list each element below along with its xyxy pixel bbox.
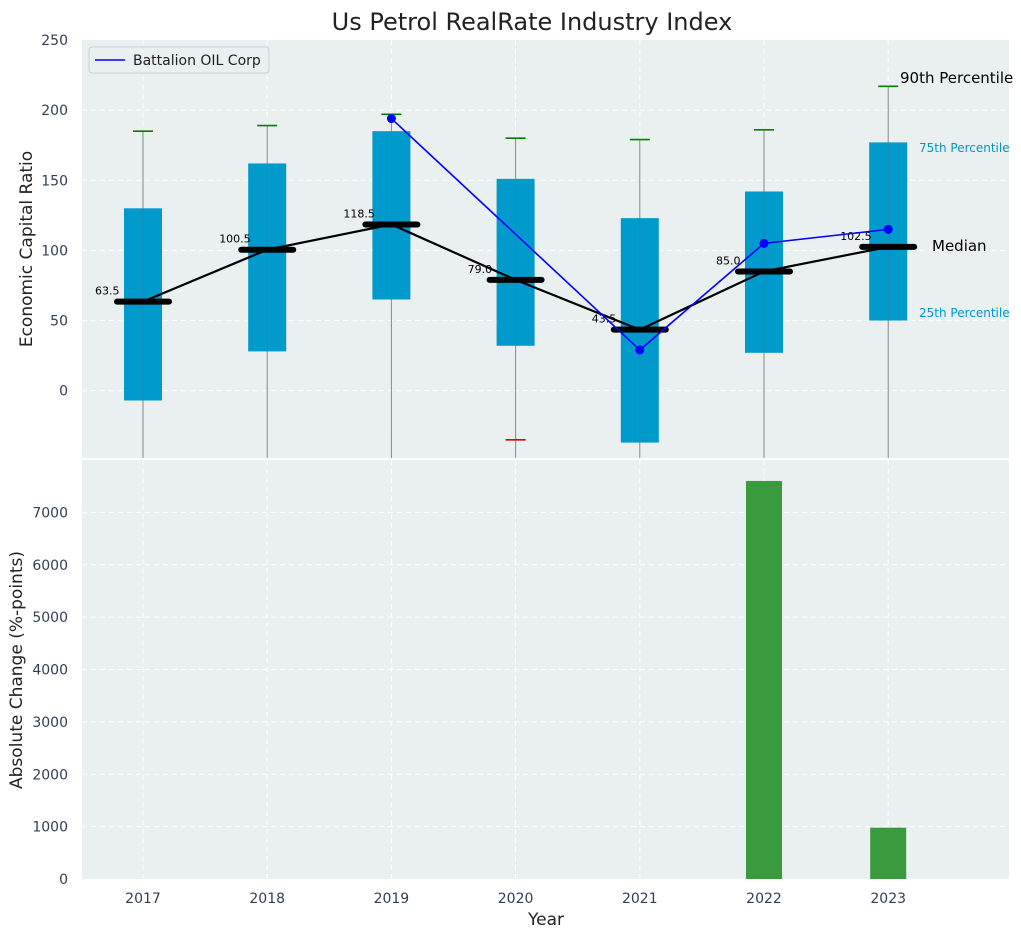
x-tick-2022: 2022 <box>746 891 782 907</box>
bottom-y-axis-label: Absolute Change (%-points) <box>7 551 27 789</box>
bottom-y-tick-labels: 0 1000 2000 3000 4000 5000 6000 7000 <box>32 505 68 888</box>
battalion-point-2019 <box>386 114 396 124</box>
median-label-2017: 63.5 <box>95 285 120 298</box>
bottom-y-tick-2000: 2000 <box>32 767 68 783</box>
change-bar-2022 <box>746 480 782 879</box>
median-label-2019: 118.5 <box>343 207 375 220</box>
annotation-25th-percentile: 25th Percentile <box>919 306 1010 320</box>
x-axis-label: Year <box>527 910 564 930</box>
x-tick-2017: 2017 <box>125 891 161 907</box>
x-tick-labels: 2017 2018 2019 2020 2021 2022 2023 <box>125 891 906 907</box>
bottom-y-tick-7000: 7000 <box>32 505 68 521</box>
top-y-tick-200: 200 <box>41 103 68 119</box>
median-label-2022: 85.0 <box>716 254 741 267</box>
median-label-2018: 100.5 <box>219 233 251 246</box>
change-bars <box>746 480 907 879</box>
bottom-y-tick-6000: 6000 <box>32 558 68 574</box>
annotation-90th-percentile: 90th Percentile <box>900 69 1013 87</box>
x-tick-2019: 2019 <box>374 891 410 907</box>
top-y-tick-50: 50 <box>50 314 68 330</box>
top-y-tick-0: 0 <box>59 384 68 400</box>
battalion-point-2021 <box>635 345 645 355</box>
top-y-tick-labels: 0 50 100 150 200 250 <box>41 33 68 400</box>
battalion-line <box>390 117 889 352</box>
bottom-y-tick-3000: 3000 <box>32 715 68 731</box>
x-tick-2018: 2018 <box>249 891 285 907</box>
top-y-tick-250: 250 <box>41 33 68 49</box>
annotation-median: Median <box>932 237 987 255</box>
bottom-y-tick-1000: 1000 <box>32 820 68 836</box>
battalion-point-2023 <box>883 224 893 234</box>
legend-box <box>88 46 270 74</box>
change-bar-2023 <box>870 827 907 879</box>
legend: Battalion OIL Corp <box>88 46 270 74</box>
top-y-axis-label: Economic Capital Ratio <box>17 151 37 347</box>
chart-title: Us Petrol RealRate Industry Index <box>332 8 733 36</box>
x-tick-2020: 2020 <box>498 891 534 907</box>
top-y-tick-150: 150 <box>41 173 68 189</box>
legend-label-battalion: Battalion OIL Corp <box>133 53 261 69</box>
bottom-y-tick-5000: 5000 <box>32 610 68 626</box>
top-y-tick-100: 100 <box>41 243 68 259</box>
x-tick-2021: 2021 <box>622 891 658 907</box>
bottom-y-tick-0: 0 <box>59 872 68 888</box>
percentile-annotations: 90th Percentile 75th Percentile Median 2… <box>900 69 1013 320</box>
bottom-y-tick-4000: 4000 <box>32 663 68 679</box>
battalion-series <box>386 114 893 355</box>
annotation-75th-percentile: 75th Percentile <box>919 141 1010 155</box>
median-trend-line <box>142 223 889 331</box>
battalion-point-2022 <box>759 238 769 248</box>
x-tick-2023: 2023 <box>870 891 906 907</box>
